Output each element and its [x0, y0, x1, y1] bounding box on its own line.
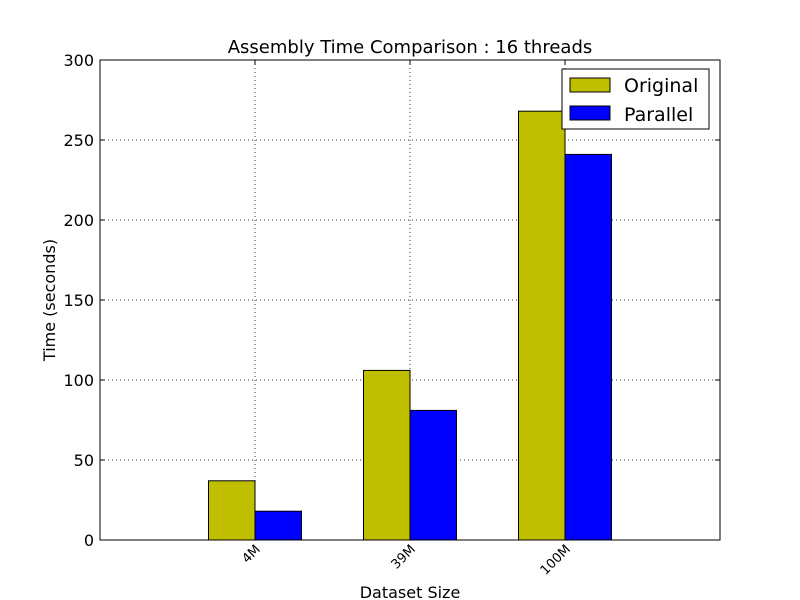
legend-swatch-parallel: [569, 105, 611, 121]
bar-parallel-39m: [409, 409, 457, 541]
legend: Original Parallel: [561, 68, 710, 130]
y-axis-label: Time (seconds): [40, 239, 59, 362]
x-tick-label: 4M: [239, 542, 263, 566]
bar-original-100m: [518, 110, 566, 541]
x-tick-label: 100M: [538, 542, 574, 578]
legend-label-original: Original: [624, 75, 698, 97]
y-tick-label: 0: [84, 531, 94, 550]
y-tick-label: 150: [63, 291, 94, 310]
bar-original-39m: [363, 369, 411, 541]
y-tick-label: 100: [63, 371, 94, 390]
chart-title: Assembly Time Comparison : 16 threads: [228, 37, 593, 58]
bar-original-4m: [208, 480, 256, 541]
y-tick-label: 250: [63, 131, 94, 150]
y-tick-label: 200: [63, 211, 94, 230]
y-tick-label: 300: [63, 51, 94, 70]
x-axis-label: Dataset Size: [360, 583, 461, 600]
bar-parallel-4m: [254, 510, 302, 541]
bars: [208, 110, 612, 541]
legend-swatch-original: [569, 77, 611, 93]
legend-label-parallel: Parallel: [624, 104, 693, 126]
y-tick-label: 50: [74, 451, 94, 470]
x-tick-label: 39M: [389, 542, 419, 572]
bar-parallel-100m: [564, 153, 612, 541]
